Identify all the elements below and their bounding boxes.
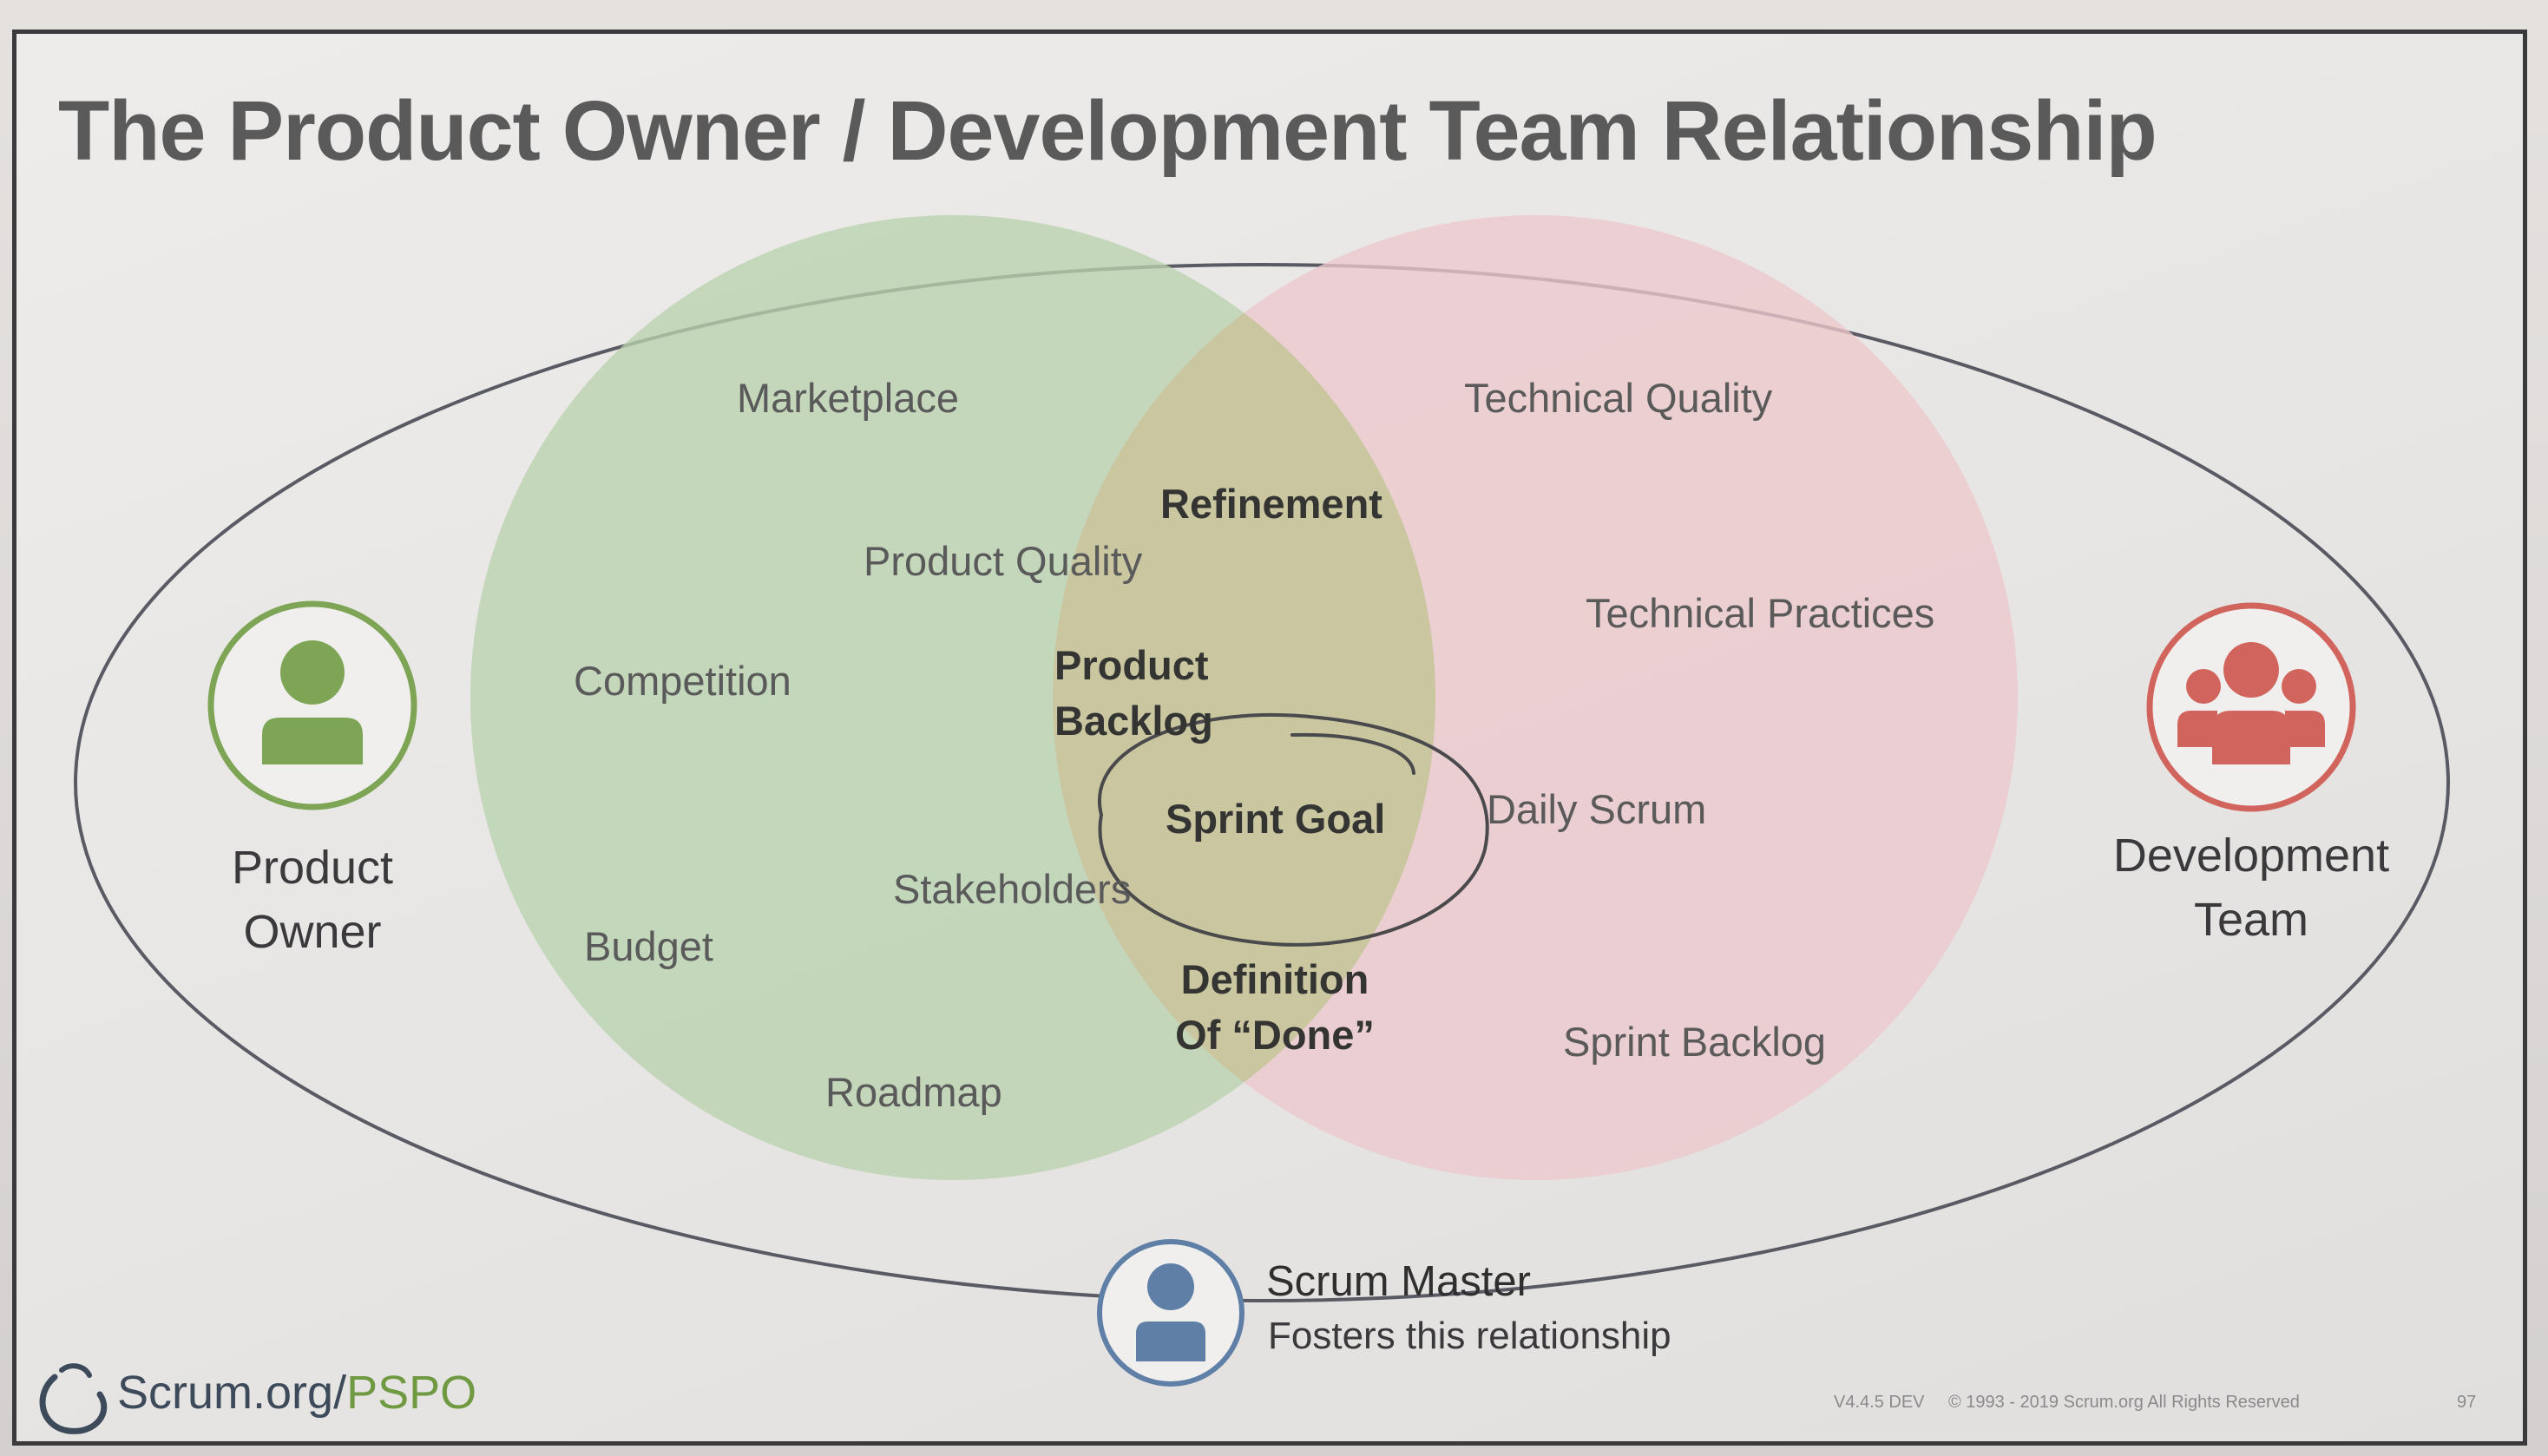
item-definition-of-done-line1: Definition: [1180, 956, 1369, 1002]
product-owner-icon-ring: [207, 600, 417, 810]
scrum-master-icon-ring: [1097, 1239, 1244, 1387]
item-competition: Competition: [574, 658, 791, 704]
overlap-area: [1053, 215, 1435, 1180]
product-owner-label: Product Owner: [216, 836, 409, 964]
product-owner-icon: [207, 600, 417, 810]
item-refinement: Refinement: [1160, 481, 1382, 527]
scrum-master-icon: [1097, 1239, 1244, 1387]
team-member-left-body: [2177, 711, 2217, 747]
scrum-master-title: Scrum Master: [1266, 1258, 1531, 1305]
team-member-right-head: [2282, 669, 2316, 704]
logo-text-main: Scrum.org/: [117, 1367, 347, 1419]
item-budget: Budget: [584, 923, 713, 969]
item-product-backlog: Product Backlog: [1054, 638, 1213, 749]
slide-title: The Product Owner / Development Team Rel…: [58, 83, 2157, 178]
item-sprint-backlog: Sprint Backlog: [1563, 1019, 1827, 1065]
item-definition-of-done-line2: Of “Done”: [1175, 1012, 1375, 1058]
item-product-quality: Product Quality: [864, 538, 1143, 584]
person-body: [1136, 1322, 1205, 1361]
development-team-label-line1: Development: [2112, 830, 2390, 882]
development-team-icon: [2146, 602, 2356, 812]
person-head: [280, 640, 345, 705]
item-product-backlog-line2: Backlog: [1054, 698, 1213, 744]
scrum-org-logo: Scrum.org/PSPO: [117, 1366, 476, 1420]
item-technical-quality: Technical Quality: [1464, 375, 1773, 421]
team-member-right-body: [2285, 711, 2325, 747]
team-member-center-body: [2212, 711, 2290, 764]
relationship-diagram: [39, 215, 2450, 1434]
item-definition-of-done: Definition Of “Done”: [1157, 952, 1393, 1063]
item-technical-practices: Technical Practices: [1586, 590, 1935, 636]
sprint-goal-handdrawn-ring: [1098, 713, 1489, 947]
item-product-backlog-line1: Product: [1054, 642, 1209, 688]
logo-text-accent: PSPO: [346, 1367, 477, 1419]
relationship-ellipse: [74, 263, 2450, 1302]
scrum-logo-icon: [39, 1363, 108, 1434]
item-marketplace: Marketplace: [737, 375, 959, 421]
footer-page-number: 97: [2457, 1393, 2477, 1412]
slide: The Product Owner / Development Team Rel…: [12, 30, 2527, 1446]
person-head: [1147, 1263, 1194, 1310]
development-team-icon-ring: [2146, 602, 2356, 812]
item-sprint-goal: Sprint Goal: [1166, 796, 1386, 842]
item-daily-scrum: Daily Scrum: [1487, 786, 1707, 832]
scrum-master-subtitle: Fosters this relationship: [1268, 1315, 1671, 1357]
development-team-label: Development Team: [2099, 823, 2403, 952]
team-member-left-head: [2186, 669, 2221, 704]
footer-copyright: © 1993 - 2019 Scrum.org All Rights Reser…: [1948, 1393, 2300, 1412]
item-stakeholders: Stakeholders: [893, 866, 1132, 912]
team-member-center-head: [2223, 642, 2279, 698]
product-owner-label-line1: Product: [231, 842, 394, 894]
product-owner-label-line2: Owner: [243, 906, 382, 958]
development-team-label-line2: Team: [2193, 894, 2309, 946]
person-body: [262, 718, 363, 764]
footer-version: V4.4.5 DEV: [1834, 1393, 1925, 1412]
item-roadmap: Roadmap: [825, 1069, 1002, 1115]
